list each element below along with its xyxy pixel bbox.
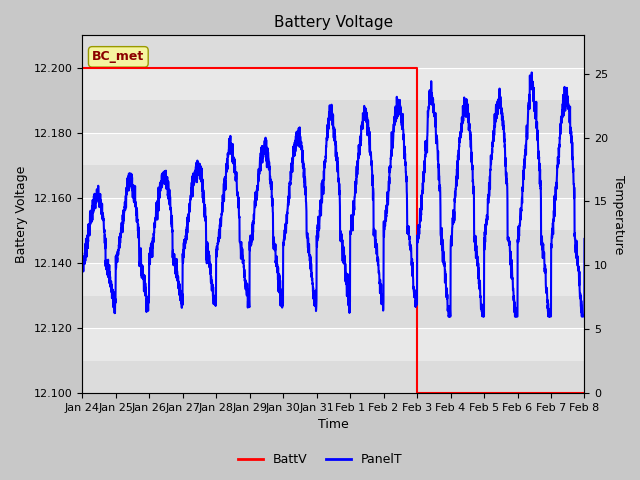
Legend: BattV, PanelT: BattV, PanelT bbox=[232, 448, 408, 471]
Bar bbox=[82, 36, 584, 68]
Title: Battery Voltage: Battery Voltage bbox=[274, 15, 393, 30]
Y-axis label: Battery Voltage: Battery Voltage bbox=[15, 166, 28, 263]
Bar bbox=[82, 296, 584, 328]
Bar bbox=[82, 100, 584, 133]
X-axis label: Time: Time bbox=[318, 419, 349, 432]
Bar bbox=[82, 230, 584, 263]
Bar bbox=[82, 328, 584, 360]
Bar bbox=[82, 263, 584, 296]
Bar bbox=[82, 68, 584, 100]
Text: BC_met: BC_met bbox=[92, 50, 145, 63]
Bar bbox=[82, 133, 584, 166]
Bar bbox=[82, 198, 584, 230]
Bar bbox=[82, 166, 584, 198]
Bar bbox=[82, 360, 584, 393]
Y-axis label: Temperature: Temperature bbox=[612, 175, 625, 254]
